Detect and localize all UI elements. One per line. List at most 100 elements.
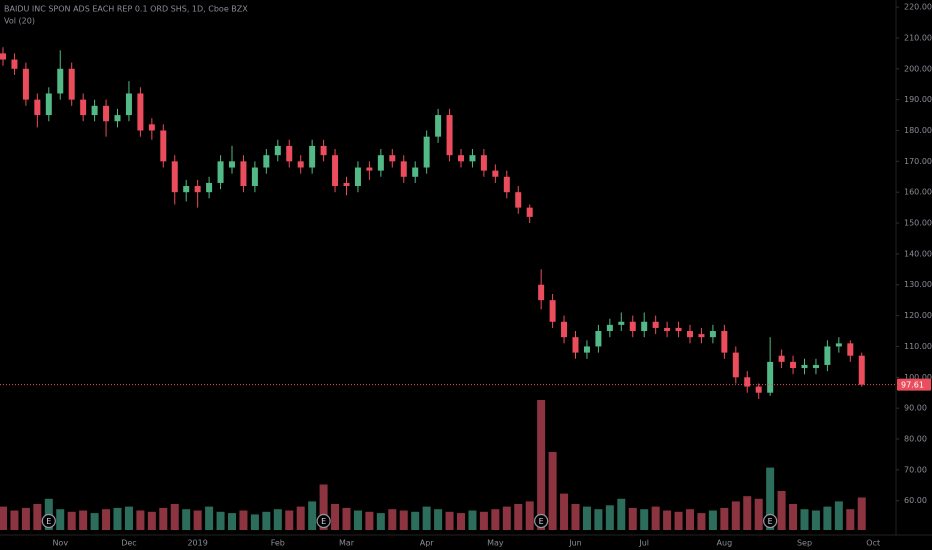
earnings-label: E (46, 517, 51, 526)
volume-bar (124, 506, 133, 530)
candle-body (11, 59, 18, 69)
candle-body (22, 68, 29, 100)
candle-body (183, 186, 190, 193)
x-tick-label: Sep (797, 539, 812, 548)
candle-body (125, 93, 132, 116)
volume-bar (571, 504, 580, 530)
volume-bar (228, 513, 236, 530)
volume-bar (640, 509, 649, 530)
candle-body (274, 145, 281, 156)
x-tick-label: Nov (52, 539, 68, 548)
candle-body (354, 167, 361, 187)
candle-body (435, 115, 442, 137)
y-tick-label: 110.00 (904, 342, 932, 351)
volume-bar (399, 510, 408, 530)
candle-body (767, 361, 774, 393)
candle-body (790, 361, 797, 369)
candle-body (286, 145, 293, 162)
volume-bar (800, 509, 809, 530)
volume-bar (468, 510, 477, 530)
candle-body (377, 155, 384, 171)
volume-bar (663, 510, 672, 530)
candle-body (80, 99, 87, 116)
earnings-marker (316, 513, 331, 529)
volume-bar (502, 506, 511, 530)
x-tick-label: May (487, 539, 504, 548)
candle-body (68, 68, 75, 100)
candle-body (45, 93, 52, 116)
volume-bar (102, 509, 111, 530)
candle-body (34, 99, 41, 116)
candle-body (240, 161, 247, 187)
candle-body (858, 355, 865, 385)
candle-body (618, 321, 625, 325)
candle-body (332, 155, 339, 187)
candle-body (629, 321, 636, 332)
volume-bar (491, 509, 500, 530)
x-tick-label: Apr (420, 539, 435, 548)
volume-bar (33, 504, 42, 530)
y-tick-label: 90.00 (904, 404, 927, 413)
volume-bar (388, 509, 397, 530)
candle-body (744, 377, 751, 387)
volume-bar (514, 504, 523, 530)
volume-bar (789, 504, 798, 530)
candle-body (664, 327, 671, 332)
volume-bar (296, 506, 305, 530)
y-tick-label: 200.00 (904, 64, 932, 73)
volume-bar (56, 509, 65, 530)
volume-bar (285, 510, 294, 530)
volume-bar (605, 505, 614, 530)
volume-bar (720, 507, 729, 530)
candle-body (721, 331, 728, 353)
volume-bar (823, 506, 832, 530)
candle-body (160, 130, 167, 162)
volume-bar (754, 498, 763, 530)
candle-body (755, 386, 762, 393)
earnings-marker (41, 513, 56, 529)
candle-body (492, 170, 499, 177)
candle-body (538, 284, 545, 301)
candle-body (366, 167, 373, 171)
candle-body (229, 161, 235, 168)
candle-body (709, 331, 716, 338)
candle-body (263, 155, 270, 168)
x-tick-label: Aug (717, 539, 733, 548)
x-tick-label: Feb (271, 539, 285, 548)
volume-bar (582, 506, 591, 530)
volume-bar (342, 507, 351, 530)
candle-body (446, 115, 453, 156)
candle-body (194, 186, 201, 193)
last-price-label: 97.61 (901, 381, 924, 390)
candle-body (778, 355, 785, 362)
last-price-tag (897, 378, 931, 391)
volume-bar (90, 513, 99, 530)
volume-bar (651, 506, 660, 530)
y-tick-label: 170.00 (904, 157, 932, 166)
volume-bar (777, 491, 786, 530)
earnings-label: E (321, 517, 326, 526)
y-tick-label: 180.00 (904, 126, 932, 135)
x-tick-label: 2019 (187, 539, 207, 548)
candle-body (458, 155, 464, 162)
candle-body (0, 53, 6, 60)
volume-title: Vol (20) (4, 17, 35, 26)
y-tick-label: 130.00 (904, 280, 932, 289)
volume-bar (376, 513, 385, 530)
candle-body (343, 182, 350, 187)
volume-bar (857, 497, 866, 530)
candle-body (309, 145, 316, 168)
y-tick-label: 190.00 (904, 95, 932, 104)
candle-body (137, 93, 144, 131)
volume-bar (273, 509, 282, 530)
volume-bar (422, 506, 431, 530)
volume-bar (457, 513, 465, 530)
candle-body (171, 161, 178, 193)
candle-body (515, 192, 522, 208)
volume-bar (170, 504, 179, 530)
volume-bar (743, 496, 752, 530)
volume-bar (159, 507, 168, 530)
x-tick-label: Jun (568, 539, 582, 548)
